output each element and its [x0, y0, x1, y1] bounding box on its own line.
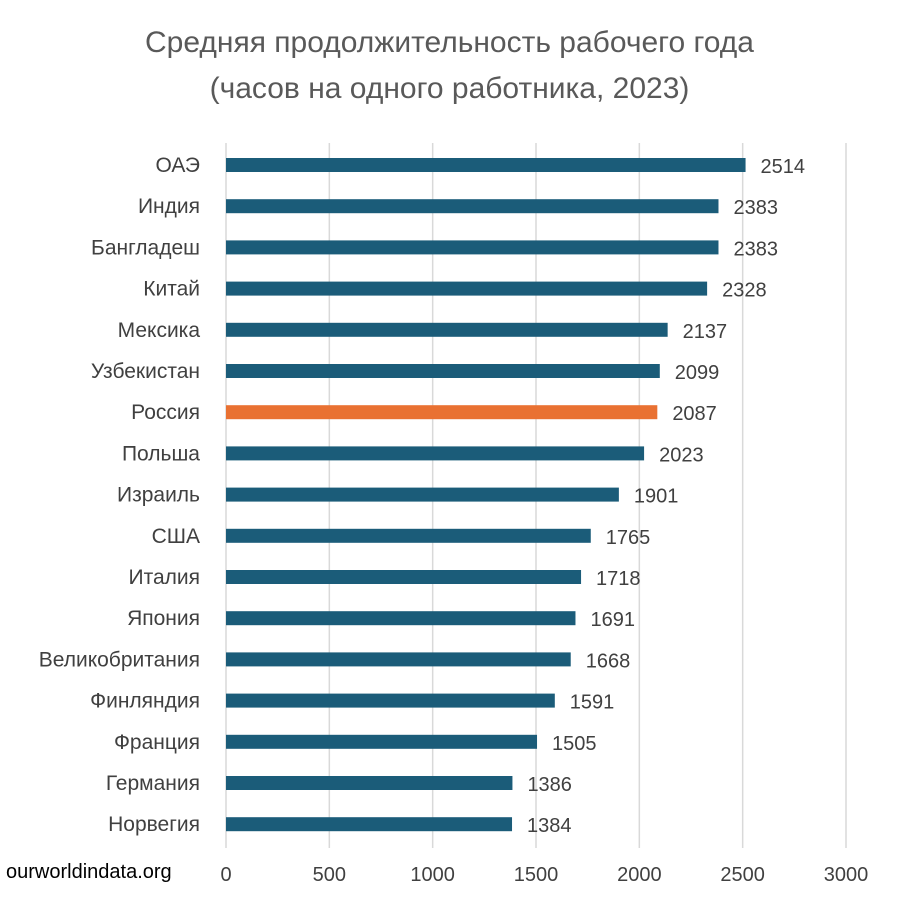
bar: [226, 693, 555, 708]
y-tick-label: Россия: [131, 401, 200, 424]
y-tick-label: Япония: [127, 607, 200, 630]
bar: [226, 322, 668, 337]
y-tick-label: Италия: [128, 566, 200, 589]
data-label: 2099: [675, 362, 720, 384]
source-label: ourworldindata.org: [6, 861, 172, 883]
bar: [226, 611, 576, 626]
y-tick-label: ОАЭ: [155, 154, 200, 177]
data-label: 1765: [606, 527, 651, 549]
x-tick-label: 1500: [514, 864, 559, 886]
y-tick-label: Польша: [122, 442, 200, 465]
bar: [226, 364, 660, 378]
bar: [226, 652, 571, 667]
y-tick-label: Франция: [114, 731, 200, 754]
data-label: 1691: [590, 609, 635, 631]
chart-title: Средняя продолжительность рабочего года: [145, 26, 754, 59]
y-tick-label: США: [152, 525, 200, 548]
data-label: 1718: [596, 568, 641, 590]
data-label: 1384: [527, 815, 572, 837]
chart-subtitle: (часов на одного работника, 2023): [209, 72, 690, 105]
bar: [226, 405, 658, 420]
y-tick-label: Финляндия: [90, 690, 200, 713]
y-tick-label: Великобритания: [39, 648, 200, 671]
bar: [226, 199, 719, 214]
bar: [226, 487, 619, 502]
y-tick-label: Бангладеш: [91, 236, 200, 259]
data-label: 1901: [634, 486, 679, 508]
bar: [226, 446, 645, 461]
data-label: 2023: [659, 444, 704, 466]
bar: [226, 817, 513, 832]
x-tick-label: 500: [313, 864, 346, 886]
bar: [226, 734, 538, 749]
bar: [226, 570, 582, 584]
y-tick-label: Узбекистан: [91, 360, 200, 383]
bar: [226, 281, 708, 296]
data-label: 1505: [552, 733, 597, 755]
x-tick-label: 2000: [617, 864, 662, 886]
data-label: 2328: [722, 280, 767, 302]
data-label: 1386: [527, 774, 572, 796]
x-tick-label: 3000: [824, 864, 869, 886]
x-tick-label: 0: [220, 864, 231, 886]
bar: [226, 158, 746, 172]
x-tick-label: 1000: [410, 864, 455, 886]
data-label: 1591: [570, 692, 615, 714]
y-tick-label: Израиль: [117, 484, 200, 507]
bar: [226, 776, 513, 790]
y-tick-label: Германия: [106, 772, 200, 795]
y-tick-label: Мексика: [118, 319, 201, 342]
x-tick-label: 2500: [720, 864, 765, 886]
data-label: 2383: [733, 197, 778, 219]
data-label: 2137: [683, 321, 728, 343]
data-label: 2087: [672, 403, 717, 425]
bar: [226, 528, 591, 543]
data-label: 2383: [733, 238, 778, 260]
y-tick-label: Китай: [143, 278, 200, 301]
y-tick-label: Норвегия: [108, 813, 200, 836]
data-label: 1668: [586, 650, 631, 672]
bar: [226, 240, 719, 255]
data-label: 2514: [761, 156, 806, 178]
y-tick-label: Индия: [138, 195, 200, 218]
